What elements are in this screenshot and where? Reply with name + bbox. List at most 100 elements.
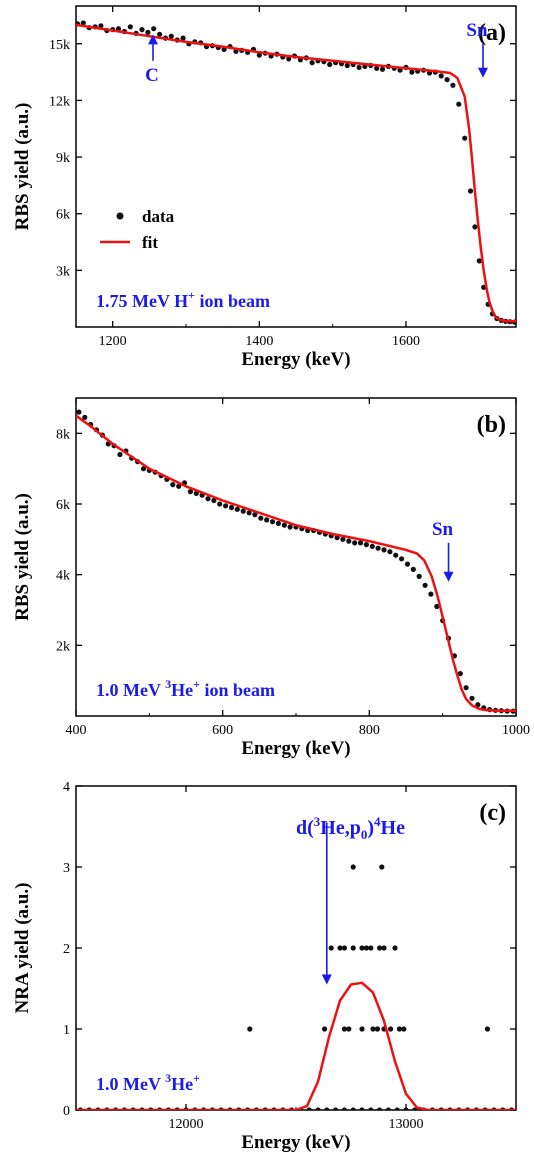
data-point [240, 508, 246, 514]
data-point [369, 543, 375, 550]
reaction-label: d(3He,p0)4He [296, 814, 405, 842]
y-tick-label: 9k [56, 151, 70, 166]
data-point [341, 1026, 347, 1032]
data-point [346, 1026, 352, 1032]
data-point [247, 1026, 253, 1032]
baseline-point [385, 1107, 391, 1110]
x-axis-title: Energy (keV) [241, 349, 350, 370]
data-point [476, 258, 482, 264]
baseline-point [333, 1107, 339, 1110]
data-point [151, 26, 157, 32]
data-point [350, 864, 356, 870]
data-point [344, 62, 350, 69]
data-point [340, 536, 346, 542]
data-point [434, 603, 440, 610]
y-tick-label: 0 [63, 1104, 70, 1119]
data-point [467, 188, 474, 194]
data-point [456, 101, 462, 107]
data-point [469, 695, 475, 701]
x-tick-label: 1200 [99, 334, 127, 349]
legend-marker [116, 212, 124, 220]
arrow-head [321, 974, 332, 985]
x-tick-label: 600 [212, 723, 233, 738]
baseline-point [315, 1107, 321, 1110]
data-point [341, 945, 347, 951]
data-point [328, 945, 334, 951]
data-point [269, 519, 276, 525]
data-point [377, 945, 383, 951]
data-point [463, 685, 469, 691]
data-point [374, 1026, 380, 1032]
data-point [346, 538, 352, 544]
data-point [80, 20, 86, 26]
data-point [140, 466, 147, 472]
baseline-point [394, 1107, 400, 1110]
y-axis-title: RBS yield (a.u.) [12, 103, 33, 231]
y-axis-title: RBS yield (a.u.) [12, 493, 33, 621]
data-point [76, 409, 82, 415]
legend-label: fit [142, 233, 158, 252]
y-tick-label: 2 [63, 942, 70, 957]
data-point [374, 65, 380, 71]
data-point [252, 511, 258, 518]
x-tick-label: 12000 [169, 1117, 204, 1132]
panel-b: 400 600 800 1000 2k 4k 6k 8k Energy (keV) RBS yie… [12, 397, 530, 759]
data-point [363, 542, 369, 548]
data-point [393, 552, 399, 558]
annotation-arrow: Sn [432, 519, 454, 582]
data-point [337, 945, 343, 951]
plot-area [76, 409, 516, 714]
data-point [387, 549, 393, 555]
data-point [399, 556, 405, 562]
data-point [404, 561, 411, 567]
data-point [381, 945, 387, 951]
data-point [379, 864, 385, 870]
data-point [82, 414, 88, 420]
data-point [223, 503, 229, 509]
data-point [350, 945, 356, 951]
data-point [275, 520, 281, 527]
annotation-arrow [321, 822, 332, 985]
baseline-point [306, 1107, 312, 1110]
panel-letter: (b) [477, 412, 506, 438]
data-point [264, 517, 270, 523]
fit-line [76, 23, 516, 323]
baseline-point [368, 1107, 374, 1110]
baseline-point [377, 1107, 383, 1110]
fit-line [76, 414, 516, 712]
data-point [322, 1026, 328, 1032]
data-point [157, 31, 163, 37]
data-point [327, 61, 333, 68]
arrow-head [443, 571, 454, 582]
x-tick-label: 1000 [502, 723, 530, 738]
data-point [309, 60, 315, 66]
arrow-head [478, 67, 488, 78]
data-point [145, 29, 151, 35]
data-point [381, 547, 387, 553]
plot-area [76, 864, 516, 1110]
beam-label: 1.0 MeV 3He+ [96, 1071, 200, 1094]
data-point [388, 1026, 394, 1032]
data-point [422, 582, 428, 588]
x-tick-label: 13000 [389, 1117, 424, 1132]
x-tick-label: 800 [359, 723, 380, 738]
data-point [287, 524, 293, 530]
y-tick-label: 6k [56, 208, 70, 223]
baseline-point [350, 1107, 356, 1110]
y-tick-label: 3k [56, 264, 70, 279]
data-point [379, 66, 386, 72]
legend: data fit [100, 207, 175, 252]
data-point [217, 501, 223, 507]
data-point [444, 77, 450, 83]
data-point [475, 702, 481, 708]
data-point [401, 1026, 407, 1032]
data-point [370, 1026, 376, 1032]
x-tick-label: 1600 [392, 334, 420, 349]
baseline-point [324, 1107, 330, 1110]
panel-c: 12000 13000 0 1 2 3 4 Energy (keV) NRA yield (a.… [12, 780, 517, 1153]
data-point [368, 945, 374, 951]
annotation-arrow: Sn [466, 20, 488, 78]
data-point [428, 591, 434, 597]
arrow-head [148, 34, 158, 45]
